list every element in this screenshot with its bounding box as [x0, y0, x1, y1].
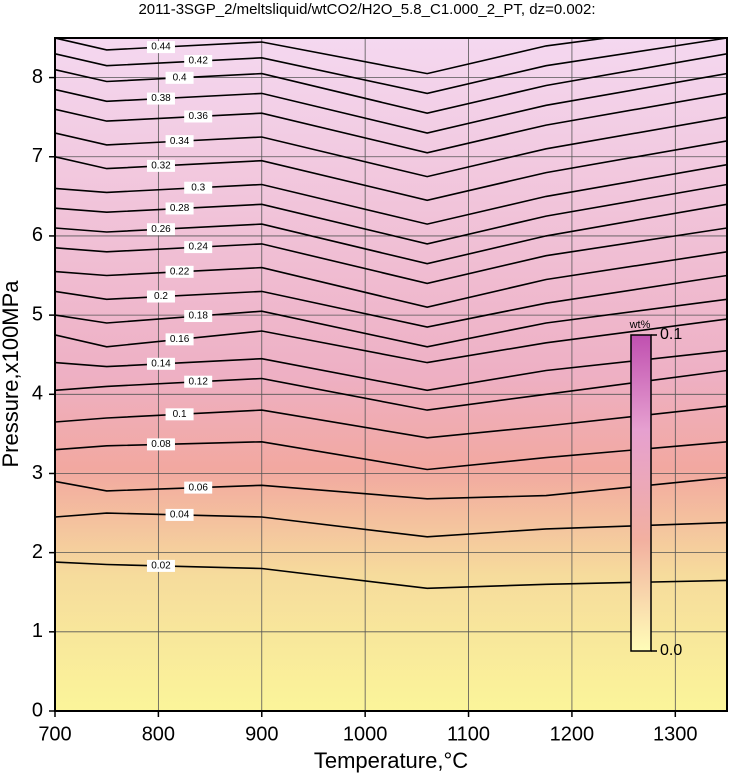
contour-line: [55, 38, 613, 75]
contour-label: 0.02: [151, 561, 171, 572]
contour-label-bg: [146, 357, 175, 370]
contour-line: [55, 72, 727, 134]
contour-line: [55, 298, 727, 348]
y-tick-label: 6: [32, 224, 43, 246]
plot-background: [55, 38, 727, 711]
x-tick-label: 800: [142, 723, 175, 745]
contours: 0.02 0.04 0.06 0.08 0.1 0.12 0.14 0.16 0.18 0.2 0.…: [55, 38, 727, 590]
plot-frame: [54, 37, 728, 712]
x-tick-label: 1000: [343, 723, 388, 745]
contour-line: [55, 405, 727, 439]
colorbar-tick-label: 0.0: [660, 642, 682, 659]
contour-label-bg: [184, 481, 213, 494]
contour-label-bg: [184, 241, 213, 254]
contour-label: 0.14: [151, 358, 171, 369]
contour-label-bg: [184, 110, 213, 123]
contour-line: [55, 183, 727, 245]
contour-label: 0.3: [191, 182, 205, 193]
axes: 700 800 900 1000 1100 1200 1300 0 1 2 3 4 5 6 7 8: [32, 66, 698, 745]
contour-label-bg: [146, 290, 175, 303]
contour-line: [55, 140, 727, 202]
contour-label-bg: [146, 559, 175, 572]
contour-line: [55, 274, 727, 328]
y-tick-label: 3: [32, 462, 43, 484]
contour-label: 0.4: [173, 72, 187, 83]
contour-label-bg: [165, 508, 194, 521]
contour-label-bg: [184, 55, 213, 68]
y-tick-label: 7: [32, 145, 43, 167]
contour-label: 0.22: [170, 266, 190, 277]
x-tick-label: 900: [245, 723, 278, 745]
contour-label: 0.32: [151, 161, 171, 172]
contour-line: [55, 349, 727, 392]
contour-label: 0.06: [188, 482, 208, 493]
contour-line: [55, 476, 727, 500]
contour-label-bg: [146, 159, 175, 172]
contour-label: 0.1: [173, 409, 187, 420]
contour-label: 0.24: [188, 242, 208, 253]
contour-line: [55, 53, 727, 115]
contour-line: [55, 38, 727, 95]
contour-label-bg: [184, 310, 213, 323]
contour-label: 0.26: [151, 224, 171, 235]
x-tick-label: 1200: [550, 723, 595, 745]
contour-label: 0.2: [154, 291, 168, 302]
contour-label: 0.36: [188, 111, 208, 122]
y-tick-label: 5: [32, 303, 43, 325]
contour-line: [55, 369, 727, 411]
contour-label-bg: [146, 92, 175, 105]
contour-label: 0.44: [151, 42, 171, 53]
colorbar-tick-label: 0.1: [660, 326, 682, 343]
y-tick-label: 1: [32, 620, 43, 642]
x-tick-label: 700: [38, 723, 71, 745]
contour-label-bg: [184, 375, 213, 388]
contour-label: 0.16: [170, 334, 190, 345]
y-tick-label: 8: [32, 66, 43, 88]
contour-label: 0.08: [151, 439, 171, 450]
x-tick-label: 1100: [447, 723, 490, 745]
colorbar: wt% 0.0 0.1: [629, 319, 683, 659]
contour-label-bg: [165, 71, 194, 84]
contour-line: [55, 227, 727, 285]
contour-line: [55, 318, 727, 364]
y-tick-label: 4: [32, 383, 43, 405]
contour-line: [55, 251, 727, 309]
contour-label: 0.04: [170, 510, 190, 521]
contour-label: 0.42: [188, 56, 208, 67]
contour-line: [55, 116, 727, 178]
y-tick-label: 2: [32, 541, 43, 563]
contour-label-bg: [165, 408, 194, 421]
contour-label: 0.28: [170, 203, 190, 214]
contour-line: [55, 163, 727, 225]
chart-title: 2011-3SGP_2/meltsliquid/wtCO2/H2O_5.8_C1…: [138, 1, 595, 18]
contour-line: [55, 561, 727, 590]
contour-label-bg: [165, 265, 194, 278]
contour-label-bg: [184, 181, 213, 194]
contour-line: [55, 440, 727, 471]
contour-label-bg: [146, 41, 175, 54]
y-tick-label: 0: [32, 699, 43, 721]
contour-label-bg: [165, 202, 194, 215]
contour-line: [55, 92, 727, 154]
y-axis-label: Pressure,x100MPa: [0, 280, 23, 468]
colorbar-bar: [630, 334, 652, 652]
contour-label: 0.18: [188, 311, 208, 322]
contour-line: [55, 203, 727, 265]
contour-label-bg: [165, 333, 194, 346]
contour-label: 0.34: [170, 136, 190, 147]
x-axis-label: Temperature,°C: [314, 748, 468, 773]
x-tick-label: 1300: [653, 723, 698, 745]
contour-label-bg: [165, 135, 194, 148]
contour-label-bg: [146, 438, 175, 451]
colorbar-label: wt%: [629, 319, 651, 331]
contour-label-bg: [146, 223, 175, 236]
contour-label: 0.12: [188, 376, 208, 387]
contour-label: 0.38: [151, 93, 171, 104]
contour-line: [55, 512, 727, 538]
